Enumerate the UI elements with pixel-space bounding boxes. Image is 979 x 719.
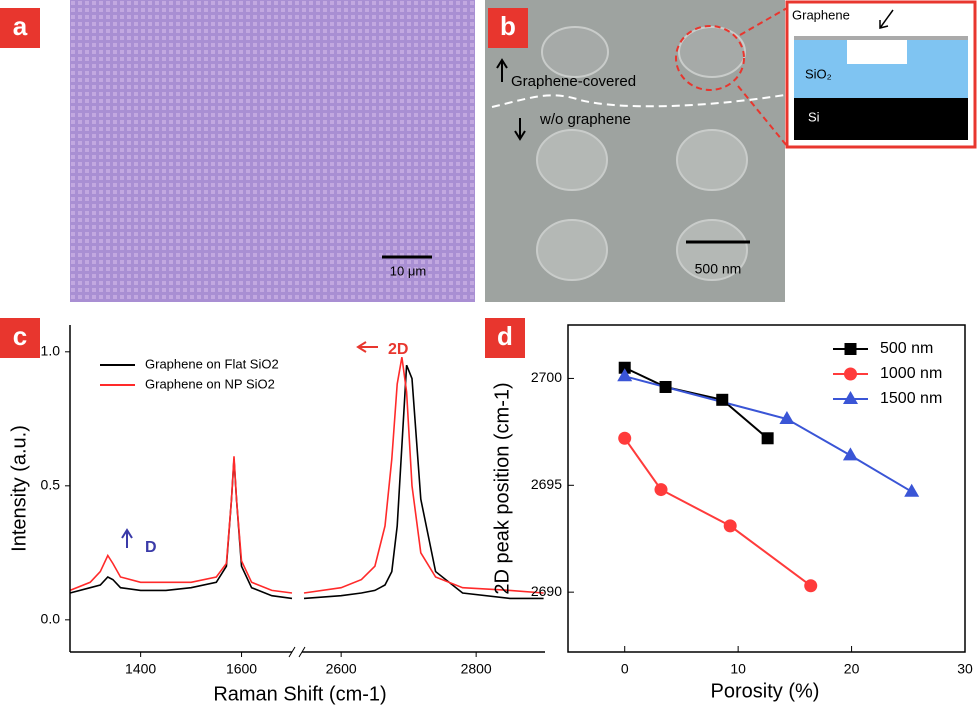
marker: [618, 431, 632, 445]
y-axis-title: 2D peak position (cm-1): [491, 382, 513, 594]
arrow: [879, 9, 894, 29]
pores: [536, 26, 748, 281]
x-axis-title: Raman Shift (cm-1): [213, 683, 386, 705]
panel-label: d: [497, 321, 513, 351]
arrows: [496, 58, 526, 141]
panel-badge: [0, 8, 40, 48]
legend-label: 500 nm: [880, 340, 933, 357]
si-layer: [794, 98, 968, 140]
series-line: [624, 375, 913, 493]
panel-badge: [0, 318, 40, 358]
panel-badge: [485, 318, 525, 358]
axis-break: [288, 646, 306, 658]
legend-label: 1000 nm: [880, 365, 942, 382]
legend-label: Graphene on Flat SiO2: [145, 356, 279, 371]
inset-text: Graphene: [792, 7, 850, 22]
marker: [617, 368, 633, 382]
series-line: [69, 357, 544, 594]
legend-label: Graphene on NP SiO2: [145, 376, 275, 391]
marker: [804, 579, 818, 593]
series-line: [69, 364, 544, 600]
panel-label: c: [13, 321, 27, 351]
legend-marker: [844, 343, 857, 355]
note: Graphene-covered: [511, 73, 636, 90]
scale-text: 10 μm: [390, 263, 426, 278]
x-tick-label: 0: [621, 661, 629, 677]
marker: [654, 483, 668, 497]
y-tick-label: 2695: [531, 476, 562, 492]
annotation: 2D: [388, 341, 408, 358]
y-tick-label: 0.5: [41, 477, 61, 493]
plot-frame: [567, 324, 966, 653]
note: w/o graphene: [539, 111, 631, 128]
legend-marker: [843, 391, 858, 404]
y-axis-title: Intensity (a.u.): [8, 425, 30, 552]
inset-text: Si: [808, 109, 820, 124]
marker: [618, 361, 631, 374]
panel-label: a: [13, 11, 28, 41]
panel-badge: [488, 8, 528, 48]
y-tick-label: 2690: [531, 583, 562, 599]
marker: [904, 483, 920, 497]
legend-label: 1500 nm: [880, 390, 942, 407]
annotation-arrow: [356, 341, 378, 353]
legend-marker: [844, 367, 857, 381]
x-tick-label: 1400: [125, 661, 156, 677]
series-line: [623, 437, 812, 587]
marker: [723, 519, 737, 533]
series-line: [624, 366, 769, 440]
marker: [842, 447, 858, 461]
scale-text: 500 nm: [695, 261, 742, 277]
panel-label: b: [500, 11, 516, 41]
connector: [737, 7, 788, 147]
marker: [716, 393, 729, 406]
x-tick-label: 20: [844, 661, 860, 677]
y-tick-label: 1.0: [41, 343, 61, 359]
y-tick-label: 0.0: [41, 611, 61, 627]
x-tick-label: 30: [957, 661, 973, 677]
x-tick-label: 2600: [326, 661, 357, 677]
pore: [847, 40, 907, 64]
marker: [659, 380, 672, 393]
annotation-arrow: [121, 528, 133, 548]
micrograph: [70, 0, 475, 302]
highlight: [675, 25, 745, 91]
marker: [761, 432, 774, 445]
annotation: D: [145, 539, 157, 556]
x-axis-title: Porosity (%): [711, 680, 820, 702]
x-tick-label: 2800: [461, 661, 492, 677]
inset-text: SiO₂: [805, 66, 832, 81]
x-tick-label: 10: [730, 661, 746, 677]
y-tick-label: 2700: [531, 369, 562, 385]
x-tick-label: 1600: [226, 661, 257, 677]
marker: [779, 411, 795, 425]
graphene-layer: [794, 36, 968, 40]
